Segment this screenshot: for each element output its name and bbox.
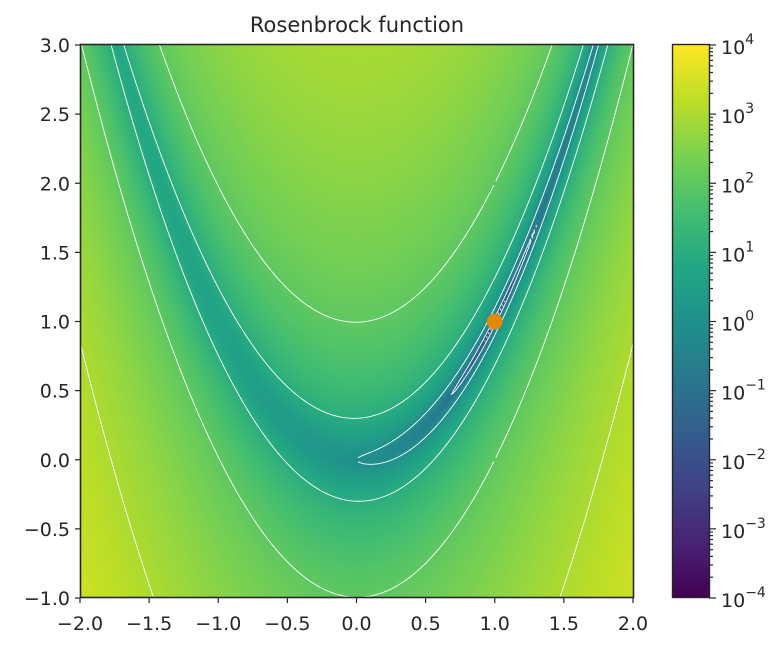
contour-level-3	[110, 44, 609, 502]
colorbar-tick-label: 100	[721, 309, 754, 336]
colorbar-tick-label: 103	[721, 101, 754, 128]
heatmap-image	[80, 45, 633, 598]
x-tick-label: 1.5	[549, 613, 579, 635]
y-tick-label: 1.0	[40, 312, 70, 334]
x-tick-label: 0.5	[411, 613, 441, 635]
plot-frame	[79, 43, 635, 599]
contour-level-2	[357, 44, 599, 465]
y-tick-label: −1.0	[24, 588, 70, 610]
y-tick-label: 3.0	[40, 35, 70, 57]
x-tick-label: −1.5	[126, 613, 172, 635]
colorbar-tick-label: 101	[721, 239, 754, 266]
colorbar-tick-label: 102	[721, 170, 754, 197]
x-axis: −2.0 −1.5 −1.0 −0.5 0.0 0.5 1.0 1.5 2.0	[57, 598, 648, 635]
colorbar-axis: 10−4 10−3 10−2 10−1 100 101 102 103 104	[709, 32, 766, 612]
y-axis: −1.0 −0.5 0.0 0.5 1.0 1.5 2.0 2.5 3.0	[24, 35, 80, 610]
y-tick-label: 0.5	[40, 381, 70, 403]
colorbar-tick-label: 104	[721, 32, 754, 59]
colorbar-tick-label: 10−3	[721, 516, 766, 543]
chart-title: Rosenbrock function	[250, 13, 464, 37]
minimum-marker	[486, 313, 503, 330]
x-tick-label: 1.0	[480, 613, 510, 635]
contour-lines	[79, 44, 634, 599]
x-tick-label: 0.0	[341, 613, 371, 635]
colorbar-tick-label: 10−2	[721, 447, 766, 474]
x-tick-label: −1.0	[195, 613, 241, 635]
contour-level-5	[79, 341, 634, 599]
y-tick-label: −0.5	[24, 519, 70, 541]
colorbar-tick-label: 10−1	[721, 378, 766, 405]
colorbar-gradient	[672, 45, 709, 598]
colorbar-frame	[671, 43, 711, 599]
x-tick-label: −2.0	[57, 613, 103, 635]
y-tick-label: 0.0	[40, 450, 70, 472]
y-tick-label: 2.5	[40, 104, 70, 126]
contour-level-4	[81, 44, 634, 598]
y-tick-label: 2.0	[40, 173, 70, 195]
x-tick-label: 2.0	[618, 613, 648, 635]
colorbar-tick-label: 10−4	[721, 585, 766, 612]
x-tick-label: −0.5	[264, 613, 310, 635]
y-tick-label: 1.5	[40, 242, 70, 264]
